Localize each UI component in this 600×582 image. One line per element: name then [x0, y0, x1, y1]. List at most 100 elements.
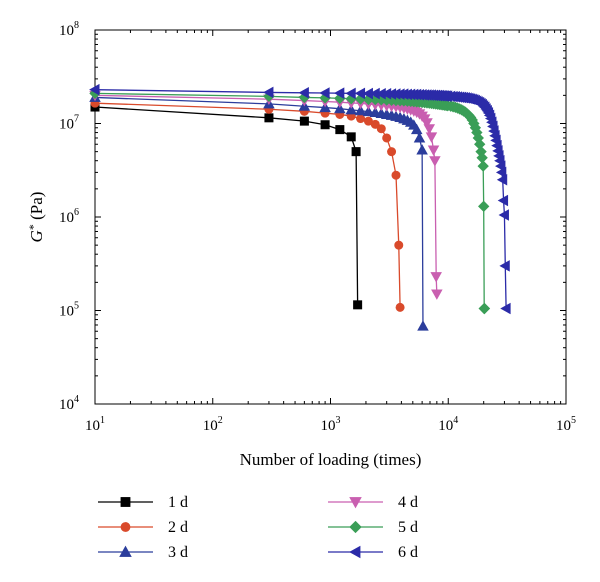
data-point — [120, 497, 131, 507]
data-point — [349, 497, 362, 509]
data-point — [370, 119, 380, 129]
legend-label: 5 d — [398, 519, 418, 536]
x-tick-label: 102 — [203, 415, 223, 434]
data-point — [413, 132, 426, 143]
data-point — [425, 132, 438, 143]
legend-entry: 2 d — [98, 519, 188, 536]
series-1-d — [90, 102, 363, 310]
x-tick-base: 10 — [203, 418, 218, 434]
data-point — [334, 102, 346, 114]
x-tick-label: 105 — [556, 415, 576, 434]
legend-label: 2 d — [168, 519, 188, 536]
x-axis-title: Number of loading (times) — [240, 450, 422, 469]
data-point — [478, 200, 490, 213]
x-tick-exp: 5 — [571, 415, 576, 426]
data-point — [394, 240, 404, 250]
legend-entry: 6 d — [328, 544, 418, 561]
data-point — [346, 132, 356, 142]
series-line — [94, 96, 424, 327]
data-point — [410, 123, 423, 135]
data-point — [498, 209, 509, 221]
legend-label: 6 d — [398, 544, 418, 561]
x-tick-base: 10 — [85, 418, 100, 434]
legend: 1 d 2 d 3 d 4 d 5 d 6 d — [98, 494, 418, 561]
y-tick-base: 10 — [59, 304, 74, 320]
data-point — [387, 147, 397, 157]
data-point — [349, 545, 361, 559]
y-axis-title: G* (Pa) — [26, 192, 46, 243]
data-point — [417, 320, 429, 331]
data-point — [376, 124, 386, 134]
y-tick-exp: 4 — [74, 394, 79, 405]
data-point — [382, 133, 392, 143]
x-tick-label: 103 — [321, 415, 341, 434]
data-point — [423, 124, 436, 135]
data-point — [362, 105, 375, 117]
y-tick-label: 104 — [59, 394, 79, 413]
data-point — [496, 174, 508, 186]
data-point — [120, 522, 131, 532]
x-tick-label: 104 — [438, 415, 458, 434]
x-tick-exp: 4 — [453, 415, 458, 426]
data-point — [478, 302, 491, 315]
y-tick-label: 107 — [59, 114, 79, 133]
y-tick-label: 105 — [59, 301, 79, 320]
y-tick-exp: 7 — [74, 114, 79, 125]
data-point — [263, 86, 274, 99]
legend-label: 1 d — [168, 494, 188, 511]
data-point — [353, 300, 363, 310]
data-point — [431, 289, 443, 300]
legend-entry: 3 d — [98, 544, 188, 561]
y-axis-title-symbol: G — [27, 230, 46, 242]
y-tick-exp: 8 — [74, 20, 79, 31]
series-3-d — [89, 91, 429, 331]
data-point — [391, 170, 401, 180]
x-tick-exp: 1 — [100, 415, 105, 426]
series-line — [94, 106, 359, 305]
legend-label: 3 d — [168, 544, 188, 561]
data-point — [345, 103, 357, 115]
y-tick-base: 10 — [59, 23, 74, 39]
legend-entry: 1 d — [98, 494, 188, 511]
data-point — [298, 87, 309, 99]
legend-entry: 4 d — [328, 494, 418, 511]
data-point — [495, 166, 507, 179]
series-6-d — [89, 83, 511, 315]
y-tick-base: 10 — [59, 117, 74, 133]
series-layer — [89, 83, 511, 331]
data-point — [477, 160, 489, 172]
data-point — [351, 147, 361, 157]
data-point — [89, 83, 100, 96]
data-point — [354, 104, 367, 116]
y-tick-base: 10 — [59, 397, 74, 413]
data-point — [497, 194, 509, 207]
y-tick-base: 10 — [59, 210, 74, 226]
plot-area-border — [94, 29, 567, 405]
y-axis-title-sup: * — [26, 224, 40, 230]
y-tick-exp: 5 — [74, 301, 79, 312]
x-tick-base: 10 — [556, 418, 571, 434]
data-point — [500, 302, 511, 315]
data-point — [429, 156, 441, 167]
x-tick-base: 10 — [438, 418, 453, 434]
data-point — [264, 113, 274, 123]
y-tick-label: 108 — [59, 20, 79, 39]
legend-label: 4 d — [398, 494, 418, 511]
data-point — [421, 118, 433, 129]
series-4-d — [89, 90, 443, 300]
data-point — [299, 116, 309, 126]
data-point — [395, 302, 405, 312]
data-point — [349, 520, 362, 534]
x-tick-exp: 2 — [218, 415, 223, 426]
data-point — [416, 144, 428, 155]
legend-entry: 5 d — [328, 519, 418, 536]
series-line — [94, 94, 438, 295]
x-tick-exp: 3 — [336, 415, 341, 426]
data-point — [335, 125, 345, 135]
data-point — [430, 272, 442, 283]
data-point — [319, 87, 330, 99]
y-axis-title-unit: (Pa) — [27, 192, 46, 225]
